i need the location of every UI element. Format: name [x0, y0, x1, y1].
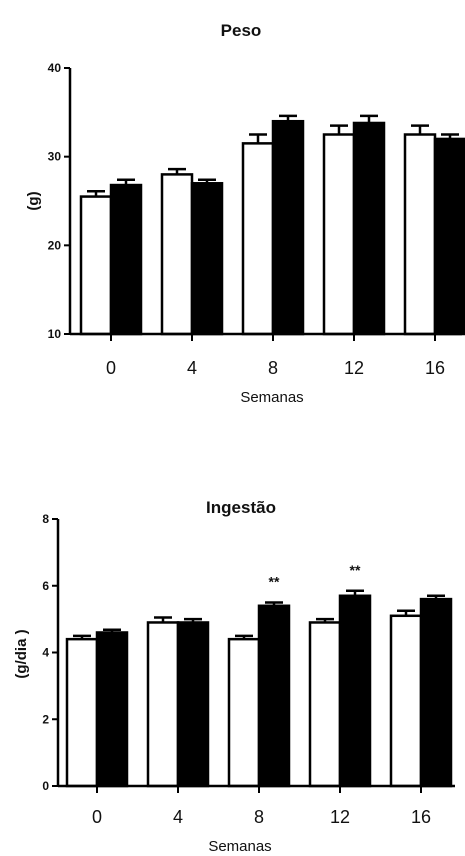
y-axis: 0 2 4 6 8: [42, 512, 60, 793]
bar: [227, 637, 261, 788]
bar: [79, 195, 113, 336]
bar: [403, 133, 437, 336]
bar: [433, 137, 465, 336]
bar: [322, 133, 356, 336]
bar: [338, 594, 372, 788]
y-axis-label: (g): [25, 191, 42, 210]
x-tick-label: 12: [330, 807, 350, 827]
chart-peso: Peso (g) Semanas 10 20 30 40 0 4 8 12 16: [25, 21, 465, 406]
x-tick-label: 16: [411, 807, 431, 827]
y-axis: 10 20 30 40: [48, 61, 72, 341]
bar: [190, 182, 224, 336]
x-axis: 0 4 8 12 16: [70, 332, 462, 378]
x-tick-label: 12: [344, 358, 364, 378]
x-axis: 0 4 8 12 16: [58, 784, 455, 827]
x-tick-label: 8: [254, 807, 264, 827]
bar: [241, 142, 275, 336]
x-tick-label: 0: [106, 358, 116, 378]
bar: [160, 173, 194, 336]
bar: [271, 119, 305, 336]
x-tick-label: 4: [173, 807, 183, 827]
chart-title: Peso: [221, 21, 262, 40]
bar: [352, 121, 386, 336]
y-tick-label: 40: [48, 61, 62, 75]
bar: [176, 621, 210, 788]
y-tick-label: 20: [48, 238, 62, 252]
x-axis-label: Semanas: [208, 838, 271, 855]
y-tick-label: 6: [42, 579, 49, 593]
bar: [95, 631, 129, 788]
x-tick-label: 4: [187, 358, 197, 378]
x-tick-label: 16: [425, 358, 445, 378]
y-tick-label: 0: [42, 779, 49, 793]
bar: [389, 614, 423, 788]
x-tick-label: 0: [92, 807, 102, 827]
bar: [257, 604, 291, 788]
y-tick-label: 30: [48, 150, 62, 164]
y-axis-label: (g/dia ): [13, 629, 30, 678]
annotations: ** **: [269, 562, 361, 590]
y-tick-label: 2: [42, 712, 49, 726]
y-tick-label: 10: [48, 327, 62, 341]
x-tick-label: 8: [268, 358, 278, 378]
x-axis-label: Semanas: [240, 389, 303, 406]
bar: [308, 621, 342, 788]
bar: [146, 621, 180, 788]
significance-annotation: **: [350, 562, 361, 578]
plot-area: [65, 589, 453, 788]
y-tick-label: 4: [42, 646, 49, 660]
y-tick-label: 8: [42, 512, 49, 526]
bar: [109, 183, 143, 336]
bar: [65, 637, 99, 788]
bar: [419, 597, 453, 788]
chart-title: Ingestão: [206, 498, 276, 517]
plot-area: [79, 114, 465, 336]
significance-annotation: **: [269, 573, 280, 589]
